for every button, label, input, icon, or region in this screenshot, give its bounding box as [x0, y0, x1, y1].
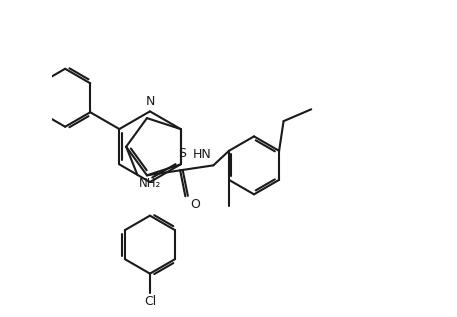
Text: Cl: Cl [144, 295, 156, 308]
Text: N: N [145, 95, 154, 108]
Text: HN: HN [193, 148, 212, 161]
Text: O: O [190, 198, 200, 211]
Text: NH₂: NH₂ [139, 177, 161, 190]
Text: S: S [179, 147, 186, 160]
